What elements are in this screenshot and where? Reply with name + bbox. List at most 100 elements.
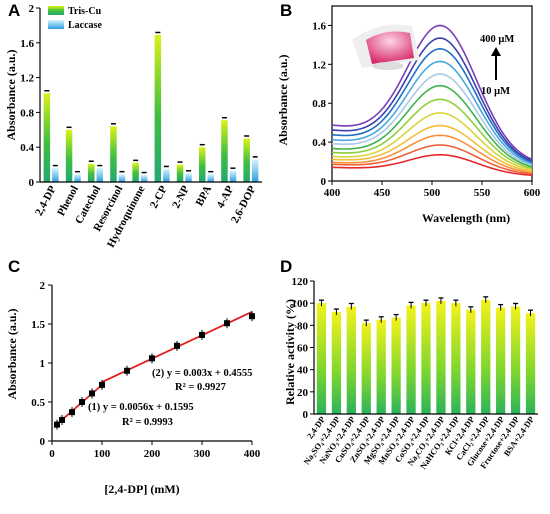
tick-label: 0.5 xyxy=(31,397,45,409)
tick-label: 0.8 xyxy=(20,107,34,119)
category-label: 2-NP xyxy=(170,184,192,211)
panel-a-y-ticks: 0 0.4 0.8 1.2 1.6 2 xyxy=(20,3,40,189)
tick-label: 2 xyxy=(40,280,46,292)
legend-swatch-tris-cu xyxy=(48,6,64,15)
bar-tris-cu xyxy=(88,163,95,182)
tick-label: 0.4 xyxy=(312,137,326,149)
tick-label: 400 xyxy=(324,187,341,199)
panel-d-ticks: 0 20 40 60 80 100 120 xyxy=(292,276,314,421)
data-point xyxy=(174,342,180,349)
panel-b-annotation-low: 10 μM xyxy=(481,86,510,97)
tick-label: 1.2 xyxy=(20,73,34,85)
bar xyxy=(466,309,476,414)
spectrum-line-2 xyxy=(331,144,533,175)
bar xyxy=(510,306,521,414)
bar-laccase xyxy=(163,168,170,182)
tick-label: 1.2 xyxy=(312,59,326,71)
panel-a-letter: A xyxy=(8,1,20,20)
legend-label-tris-cu: Tris-Cu xyxy=(68,6,102,17)
panel-d-y-axis-label: Relative activity (%) xyxy=(283,299,297,405)
spectrum-line-4 xyxy=(331,124,533,172)
panel-a: A Absorbance (a.u.) 0 0.4 0.8 1.2 1.6 2 2,4-D… xyxy=(4,1,262,250)
category-label: 2-CP xyxy=(148,184,170,211)
bar-laccase xyxy=(52,168,59,182)
legend-swatch-laccase xyxy=(48,20,64,29)
data-point xyxy=(54,421,60,428)
data-point xyxy=(79,399,85,405)
tick-label: 40 xyxy=(297,365,309,377)
panel-b-letter: B xyxy=(280,1,292,20)
tick-label: 0 xyxy=(49,448,55,460)
cuvette-photo xyxy=(352,24,420,70)
panel-c-fit2-equation: (2) y = 0.003x + 0.4555 xyxy=(152,368,252,379)
panel-c-letter: C xyxy=(8,257,20,276)
bar-tris-cu xyxy=(243,138,250,182)
panel-c-data-points xyxy=(54,311,255,430)
panel-d-category-labels: 2,4-DPNa₂SO₄+2,4-DPNaNO₃+2,4-DPCuSO₄+2,4… xyxy=(301,414,536,470)
bar-laccase xyxy=(251,159,259,182)
panel-b-y-axis-label: Absorbance (a.u.) xyxy=(276,54,290,145)
bar-tris-cu xyxy=(199,147,206,182)
bar-laccase xyxy=(74,174,81,182)
tick-label: 0 xyxy=(303,409,309,421)
panel-d-bars xyxy=(316,296,536,414)
bar-tris-cu xyxy=(43,93,51,182)
spectrum-line-6 xyxy=(331,98,533,169)
data-point xyxy=(124,367,130,374)
panel-b-spectra xyxy=(331,24,533,176)
tick-label: 100 xyxy=(292,298,309,310)
bar xyxy=(421,303,431,414)
bar xyxy=(451,303,461,414)
bar-tris-cu xyxy=(65,129,73,182)
bar-laccase xyxy=(207,174,214,182)
cuvette-photo-base xyxy=(372,62,404,70)
tick-label: 0 xyxy=(321,176,327,188)
spectrum-line-3 xyxy=(332,134,533,174)
panel-c-x-axis-label: [2,4-DP] (mM) xyxy=(104,482,179,496)
tick-label: 200 xyxy=(144,448,161,460)
panel-c-ticks: 0 100 200 300 400 0 0.5 1 1.5 2 xyxy=(31,280,261,460)
data-point xyxy=(199,331,205,338)
bar xyxy=(406,305,416,414)
tick-label: 1.5 xyxy=(31,319,45,331)
panel-a-y-axis-label: Absorbance (a.u.) xyxy=(4,49,18,140)
tick-label: 300 xyxy=(194,448,211,460)
tick-label: 120 xyxy=(292,276,309,288)
bar-laccase xyxy=(118,174,126,182)
bar xyxy=(331,312,342,414)
legend-label-laccase: Laccase xyxy=(68,20,102,31)
spectrum-line-8 xyxy=(331,73,533,166)
spectrum-line-12 xyxy=(331,24,533,161)
panel-c: C Absorbance (a.u.) [2,4-DP] (mM) 0 100 20… xyxy=(5,257,261,496)
data-point xyxy=(224,320,230,327)
category-label: 4-AP xyxy=(215,184,237,211)
bar xyxy=(436,300,446,414)
tick-label: 0 xyxy=(40,436,46,448)
spectrum-line-11 xyxy=(331,37,533,162)
tick-label: 20 xyxy=(297,387,309,399)
tick-label: 1 xyxy=(40,358,46,370)
data-point xyxy=(149,355,155,362)
tick-label: 600 xyxy=(524,187,541,199)
bar-laccase xyxy=(185,173,192,182)
category-label: BPA xyxy=(194,184,215,208)
panel-b-ticks: 400 450 500 550 600 0 0.4 0.8 1.2 1.6 xyxy=(312,20,541,199)
tick-label: 0.4 xyxy=(20,142,34,154)
bar-laccase xyxy=(96,168,103,182)
bar-laccase xyxy=(140,175,148,182)
spectrum-line-7 xyxy=(331,84,533,168)
panel-c-fit1-equation: (1) y = 0.0056x + 0.1595 xyxy=(88,402,194,413)
tick-label: 60 xyxy=(297,343,309,355)
bar xyxy=(316,303,327,414)
panel-a-category-labels: 2,4-DPPhenolCatecholResorcinolHydroquino… xyxy=(33,184,259,250)
tick-label: 400 xyxy=(244,448,261,460)
bar xyxy=(525,313,536,414)
data-point xyxy=(249,313,255,320)
bar xyxy=(496,307,506,414)
panel-d-letter: D xyxy=(280,257,292,276)
tick-label: 0.8 xyxy=(312,98,326,110)
spectrum-line-1 xyxy=(331,154,533,176)
data-point xyxy=(69,409,75,416)
panel-b-x-axis-label: Wavelength (nm) xyxy=(422,211,510,225)
